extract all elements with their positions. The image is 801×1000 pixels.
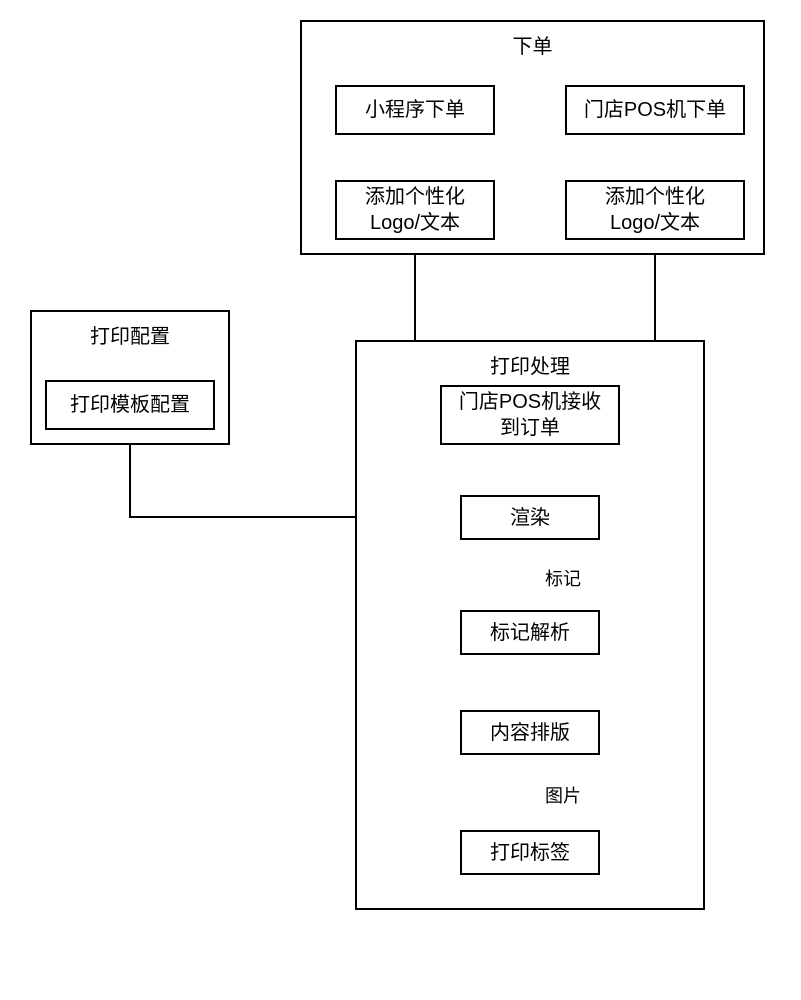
group-order-title: 下单 [302,30,763,59]
node-parse: 标记解析 [460,610,600,655]
node-layout: 内容排版 [460,710,600,755]
group-config-title: 打印配置 [32,320,228,349]
node-miniapp-order: 小程序下单 [335,85,495,135]
node-render: 渲染 [460,495,600,540]
node-add-logo-2: 添加个性化Logo/文本 [565,180,745,240]
edge-label-render-parse: 标记 [545,565,581,591]
node-pos-order: 门店POS机下单 [565,85,745,135]
edge-label-layout-print: 图片 [545,782,581,808]
node-pos-receive: 门店POS机接收到订单 [440,385,620,445]
group-process-title: 打印处理 [357,350,703,379]
node-add-logo-1: 添加个性化Logo/文本 [335,180,495,240]
node-template-config: 打印模板配置 [45,380,215,430]
node-print: 打印标签 [460,830,600,875]
